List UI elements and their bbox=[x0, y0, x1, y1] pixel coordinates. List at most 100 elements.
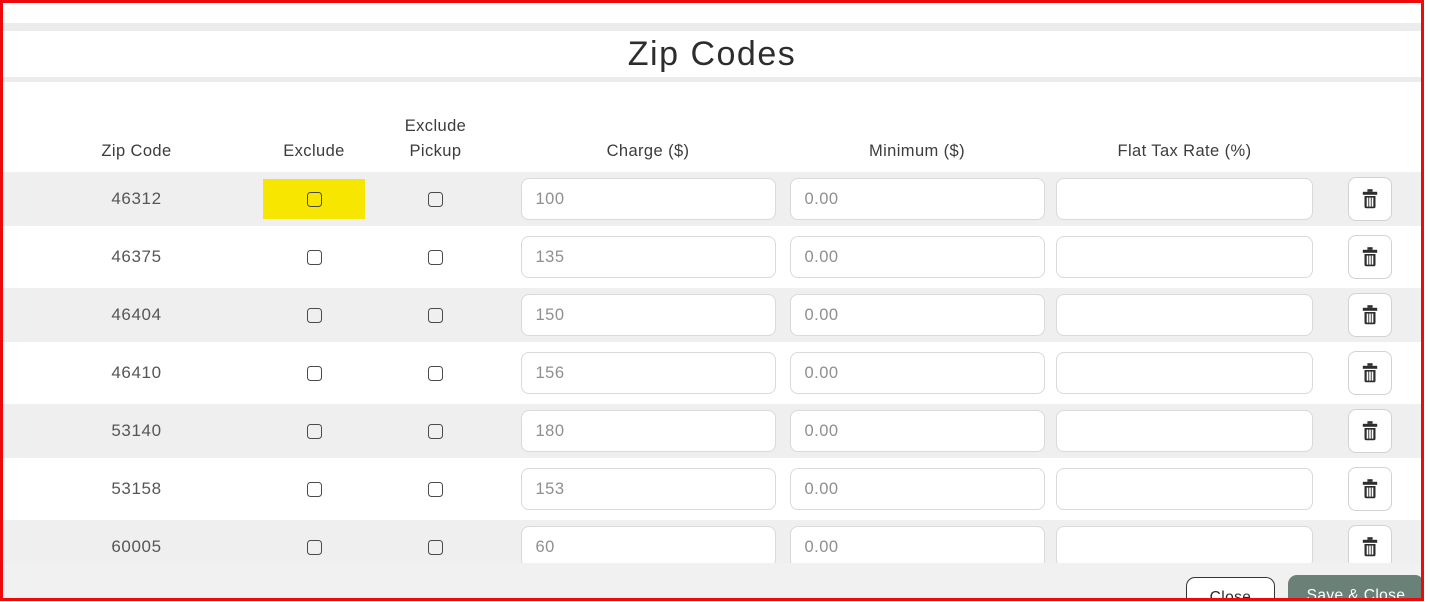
top-spacer bbox=[3, 3, 1421, 23]
column-header-charge: Charge ($) bbox=[606, 142, 690, 161]
table-row: 46312 bbox=[3, 172, 1421, 226]
exclude-pickup-cell bbox=[358, 191, 513, 207]
zip-code-value: 46375 bbox=[111, 247, 162, 266]
zip-code-cell: 46312 bbox=[3, 189, 270, 209]
exclude-pickup-checkbox[interactable] bbox=[428, 191, 443, 207]
trash-icon bbox=[1362, 537, 1377, 557]
actions-cell bbox=[1318, 525, 1421, 569]
exclude-checkbox[interactable] bbox=[306, 249, 322, 265]
exclude-cell bbox=[270, 365, 358, 381]
charge-input[interactable] bbox=[520, 294, 776, 336]
minimum-input[interactable] bbox=[789, 352, 1045, 394]
exclude-pickup-checkbox[interactable] bbox=[428, 307, 443, 323]
actions-cell bbox=[1318, 293, 1421, 337]
charge-input[interactable] bbox=[520, 410, 776, 452]
exclude-checkbox[interactable] bbox=[306, 539, 322, 555]
flat-tax-cell bbox=[1051, 410, 1318, 452]
table-row: 53140 bbox=[3, 404, 1421, 458]
charge-cell bbox=[513, 410, 783, 452]
exclude-checkbox[interactable] bbox=[306, 307, 322, 323]
charge-input[interactable] bbox=[520, 178, 776, 220]
zip-code-value: 46410 bbox=[111, 363, 162, 382]
exclude-pickup-cell bbox=[358, 307, 513, 323]
exclude-cell bbox=[263, 179, 365, 219]
exclude-cell bbox=[270, 539, 358, 555]
dialog-header: Zip Codes bbox=[3, 31, 1421, 77]
zip-code-value: 60005 bbox=[111, 537, 162, 556]
table-row: 46410 bbox=[3, 346, 1421, 400]
exclude-pickup-cell bbox=[358, 249, 513, 265]
minimum-input[interactable] bbox=[789, 236, 1045, 278]
minimum-cell bbox=[783, 178, 1051, 220]
charge-cell bbox=[513, 236, 783, 278]
column-header-exclude-pickup: Exclude Pickup bbox=[404, 116, 467, 161]
trash-icon bbox=[1362, 189, 1377, 209]
flat-tax-input[interactable] bbox=[1056, 410, 1313, 452]
zip-code-cell: 46375 bbox=[3, 247, 270, 267]
zip-code-cell: 46404 bbox=[3, 305, 270, 325]
table-row: 53158 bbox=[3, 462, 1421, 516]
flat-tax-cell bbox=[1051, 236, 1318, 278]
dialog-footer: Close Save & Close bbox=[3, 563, 1421, 598]
charge-input[interactable] bbox=[520, 468, 776, 510]
minimum-input[interactable] bbox=[789, 526, 1045, 568]
delete-row-button[interactable] bbox=[1347, 409, 1392, 453]
trash-icon bbox=[1362, 479, 1377, 499]
flat-tax-input[interactable] bbox=[1056, 526, 1313, 568]
delete-row-button[interactable] bbox=[1347, 351, 1392, 395]
zip-rows: 46312 bbox=[3, 172, 1421, 574]
exclude-pickup-checkbox[interactable] bbox=[428, 423, 443, 439]
exclude-pickup-cell bbox=[358, 539, 513, 555]
charge-input[interactable] bbox=[520, 526, 776, 568]
save-and-close-button[interactable]: Save & Close bbox=[1288, 575, 1421, 598]
zip-code-cell: 46410 bbox=[3, 363, 270, 383]
actions-cell bbox=[1318, 409, 1421, 453]
delete-row-button[interactable] bbox=[1347, 293, 1392, 337]
minimum-cell bbox=[783, 468, 1051, 510]
column-header-zip-code: Zip Code bbox=[101, 142, 172, 161]
exclude-pickup-checkbox[interactable] bbox=[428, 481, 443, 497]
charge-input[interactable] bbox=[520, 352, 776, 394]
exclude-checkbox[interactable] bbox=[306, 423, 322, 439]
minimum-input[interactable] bbox=[789, 410, 1045, 452]
actions-cell bbox=[1318, 467, 1421, 511]
flat-tax-input[interactable] bbox=[1056, 352, 1313, 394]
charge-input[interactable] bbox=[520, 236, 776, 278]
column-header-minimum: Minimum ($) bbox=[868, 142, 966, 161]
delete-row-button[interactable] bbox=[1347, 525, 1392, 569]
minimum-input[interactable] bbox=[789, 178, 1045, 220]
zip-code-cell: 60005 bbox=[3, 537, 270, 557]
delete-row-button[interactable] bbox=[1347, 235, 1392, 279]
flat-tax-cell bbox=[1051, 178, 1318, 220]
actions-cell bbox=[1318, 351, 1421, 395]
flat-tax-input[interactable] bbox=[1056, 294, 1313, 336]
exclude-pickup-cell bbox=[358, 423, 513, 439]
exclude-pickup-checkbox[interactable] bbox=[428, 249, 443, 265]
table-row: 46404 bbox=[3, 288, 1421, 342]
delete-row-button[interactable] bbox=[1347, 177, 1392, 221]
flat-tax-input[interactable] bbox=[1056, 236, 1313, 278]
minimum-cell bbox=[783, 352, 1051, 394]
trash-icon bbox=[1362, 363, 1377, 383]
exclude-cell bbox=[270, 481, 358, 497]
trash-icon bbox=[1362, 421, 1377, 441]
flat-tax-cell bbox=[1051, 294, 1318, 336]
exclude-pickup-checkbox[interactable] bbox=[428, 539, 443, 555]
table-header: Zip Code Exclude Exclude Pickup Charge (… bbox=[3, 82, 1421, 172]
exclude-pickup-cell bbox=[358, 481, 513, 497]
flat-tax-input[interactable] bbox=[1056, 468, 1313, 510]
flat-tax-cell bbox=[1051, 352, 1318, 394]
exclude-checkbox[interactable] bbox=[306, 365, 322, 381]
minimum-input[interactable] bbox=[789, 468, 1045, 510]
exclude-checkbox[interactable] bbox=[306, 481, 322, 497]
flat-tax-input[interactable] bbox=[1056, 178, 1313, 220]
minimum-input[interactable] bbox=[789, 294, 1045, 336]
close-button[interactable]: Close bbox=[1186, 577, 1275, 598]
zip-code-cell: 53140 bbox=[3, 421, 270, 441]
flat-tax-cell bbox=[1051, 526, 1318, 568]
charge-cell bbox=[513, 178, 783, 220]
exclude-checkbox[interactable] bbox=[306, 191, 322, 207]
delete-row-button[interactable] bbox=[1347, 467, 1392, 511]
exclude-pickup-checkbox[interactable] bbox=[428, 365, 443, 381]
